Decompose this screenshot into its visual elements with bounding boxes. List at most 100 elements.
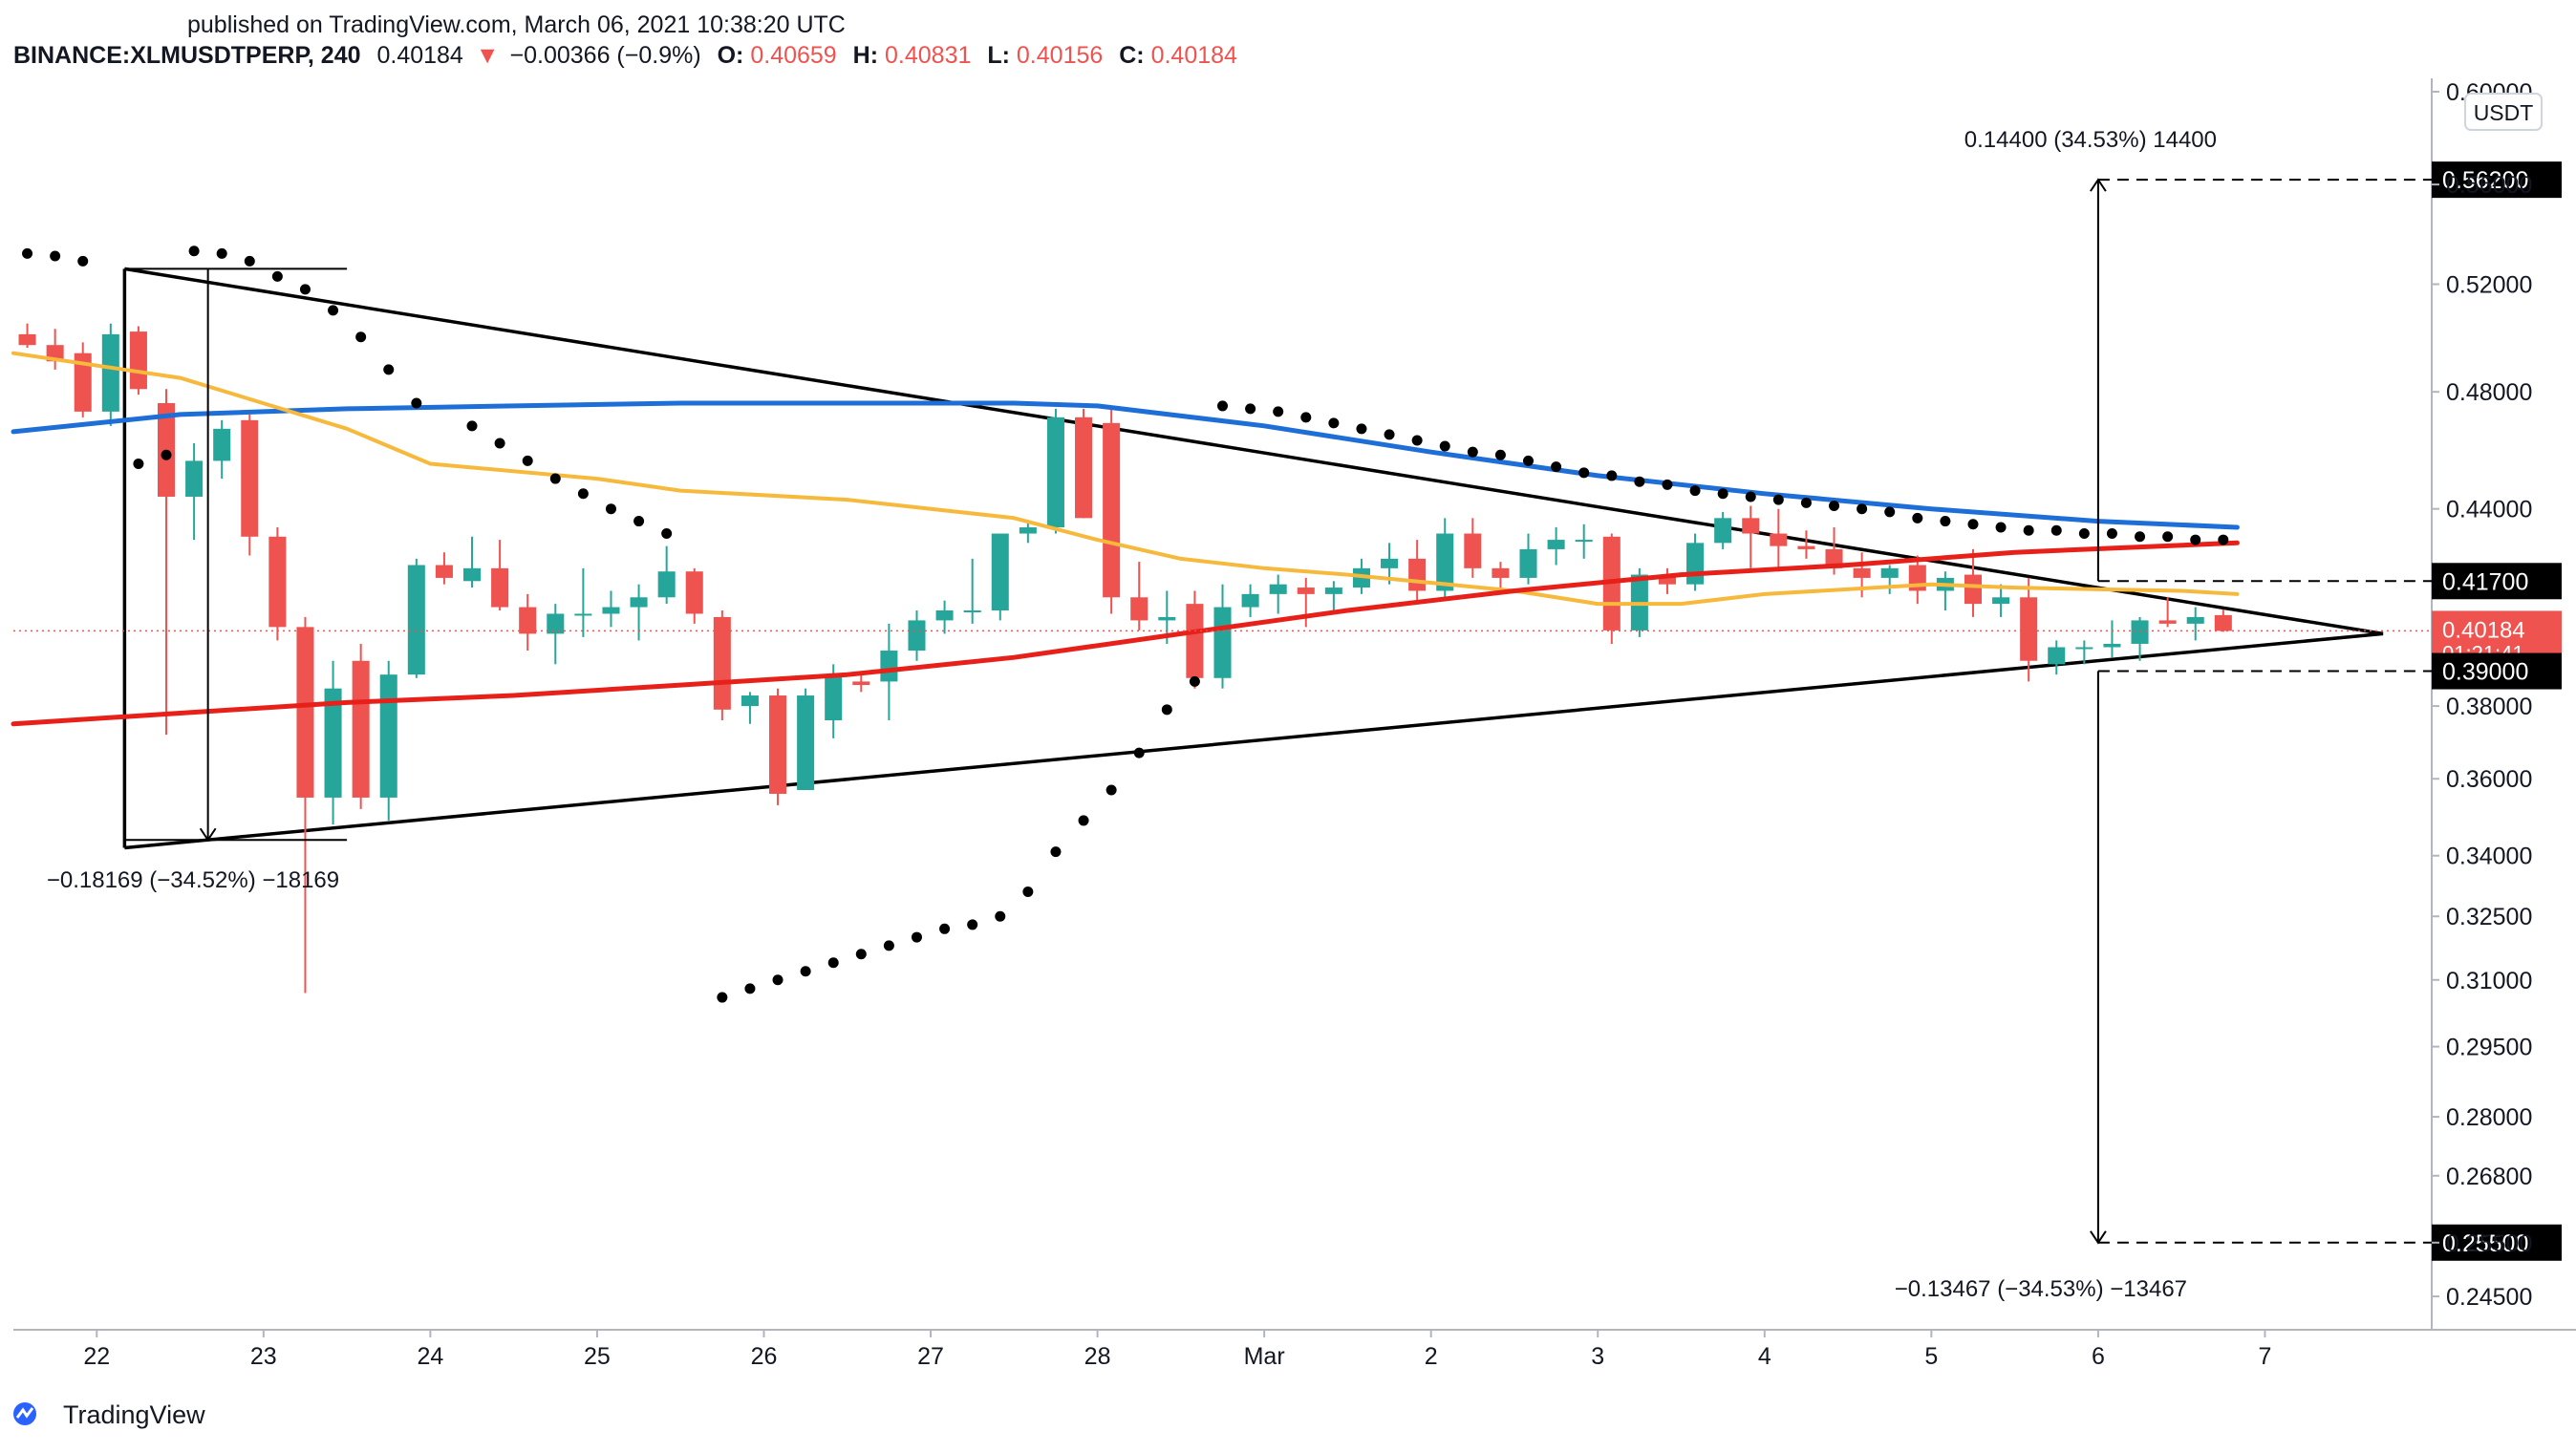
sar-dot [1745, 491, 1756, 502]
sar-dot [161, 449, 172, 460]
candle-body [101, 333, 119, 412]
candle-body [1770, 533, 1788, 546]
sar-dot [411, 397, 422, 409]
candle-body [213, 428, 231, 461]
sar-dot [1857, 503, 1868, 515]
candle-body [602, 607, 620, 614]
price-level-label: 0.41700 [2442, 568, 2528, 595]
close-value: 0.40184 [1151, 42, 1237, 69]
sar-dot [1217, 400, 1228, 412]
candle-body [1046, 417, 1064, 528]
sar-dot [1411, 435, 1423, 446]
y-tick-label: 0.29500 [2446, 1035, 2532, 1061]
candle-body [1964, 574, 1983, 605]
candle-body [1324, 588, 1342, 594]
candle-body [741, 695, 759, 707]
x-tick-label: 5 [1924, 1343, 1938, 1370]
x-tick-label: 2 [1425, 1343, 1438, 1370]
candle-body [1297, 588, 1315, 594]
sar-dot [939, 923, 951, 934]
y-tick-label: 0.26800 [2446, 1164, 2532, 1190]
candle-body [435, 565, 453, 578]
price-level-label: 0.56200 [2442, 167, 2528, 194]
sar-dot [661, 528, 673, 540]
sar-dot [772, 974, 784, 986]
high-label: H: [853, 42, 878, 69]
close-label: C: [1119, 42, 1144, 69]
candle-body [991, 533, 1009, 611]
down-arrow-icon: ▼ [476, 42, 500, 69]
sar-dot [605, 503, 616, 515]
sar-dot [2190, 534, 2201, 545]
y-tick-label: 0.38000 [2446, 694, 2532, 720]
candle-body [2048, 647, 2066, 665]
sar-dot [77, 255, 89, 267]
sar-dot [1772, 494, 1784, 505]
symbol-legend: BINANCE:XLMUSDTPERP, 240 0.40184 ▼ −0.00… [13, 42, 1237, 69]
candle-body [1130, 597, 1148, 621]
sar-dot [883, 940, 894, 951]
candle-body [1075, 417, 1093, 519]
y-tick-label: 0.25500 [2446, 1230, 2532, 1257]
candle-body [1103, 422, 1121, 598]
brand-name: TradingView [63, 1400, 205, 1429]
candle-body [407, 565, 425, 675]
measure-up-label: 0.14400 (34.53%) 14400 [1964, 127, 2217, 153]
candle-body [574, 613, 592, 616]
candle-body [241, 419, 259, 537]
sar-dot [1022, 886, 1034, 897]
price-change: −0.00366 (−0.9%) [510, 42, 701, 69]
candle-body [1186, 604, 1204, 678]
price-level-badge [2432, 161, 2562, 199]
sar-dot [271, 270, 283, 282]
symbol-title: BINANCE:XLMUSDTPERP, 240 [13, 42, 361, 69]
open-value: 0.40659 [750, 42, 836, 69]
moving-average-fast-line [11, 351, 2240, 607]
sar-dot [995, 910, 1006, 922]
candle-body [324, 688, 342, 798]
sar-dot [1245, 403, 1256, 415]
y-tick-label: 0.52000 [2446, 271, 2532, 298]
x-tick-label: 4 [1758, 1343, 1771, 1370]
tradingview-logo[interactable]: TradingView [13, 1400, 205, 1429]
x-tick-label: 23 [250, 1343, 277, 1370]
candle-body [2103, 643, 2121, 648]
candle-body [491, 567, 509, 608]
y-tick-label: 0.32500 [2446, 904, 2532, 930]
candle-body [379, 674, 397, 798]
sar-dot [1578, 467, 1590, 479]
measure-left-arrow-head [199, 827, 217, 843]
sar-dot [133, 459, 144, 470]
logo-mark-icon [15, 1407, 34, 1419]
measure-down-label: −0.13467 (−34.53%) −13467 [1895, 1276, 2187, 1302]
sar-dot [1133, 747, 1145, 759]
sar-dot [1106, 784, 1117, 796]
candle-body [769, 695, 787, 794]
candle-body [2020, 597, 2038, 661]
y-tick-label: 0.28000 [2446, 1104, 2532, 1131]
high-value: 0.40831 [885, 42, 971, 69]
y-tick-label: 0.56000 [2446, 172, 2532, 199]
sar-dot [2078, 528, 2090, 540]
sar-dot [244, 255, 255, 267]
candle-body [1269, 584, 1287, 594]
sar-dot [2135, 531, 2146, 543]
sar-dot [1940, 516, 1951, 527]
y-tick-label: 0.48000 [2446, 379, 2532, 406]
sar-dot [1967, 519, 1979, 530]
x-tick-label: 24 [417, 1343, 443, 1370]
sar-dot [1273, 406, 1284, 417]
sar-dot [2050, 524, 2062, 536]
sar-dot [2023, 524, 2034, 536]
candle-body [1658, 574, 1676, 585]
candle-body [462, 567, 482, 582]
candle-body [547, 613, 565, 634]
candle-body [1019, 527, 1037, 534]
sar-dot [1523, 455, 1535, 466]
sar-dot [633, 516, 645, 527]
sar-dot [383, 364, 395, 375]
sar-dot [299, 284, 311, 295]
x-tick-label: 27 [917, 1343, 944, 1370]
